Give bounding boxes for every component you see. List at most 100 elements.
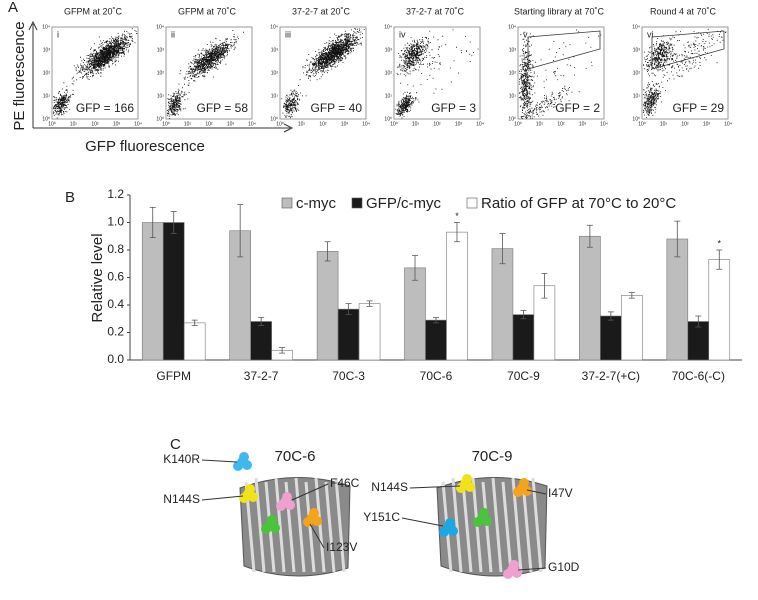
x-tick-label: 10³: [579, 121, 587, 127]
panel-letter: B: [65, 189, 75, 206]
mutation-label: I47V: [548, 486, 573, 500]
residue: [519, 478, 529, 488]
y-tick-label: 10³: [271, 47, 279, 53]
strand: [501, 481, 513, 573]
x-tick-label: 10²: [433, 121, 441, 127]
mutation-label: G10D: [548, 560, 580, 574]
bar: [337, 308, 360, 361]
strand: [324, 481, 336, 573]
residue: [239, 452, 249, 462]
y-tick-label: 10³: [157, 47, 165, 53]
y-tick-label: 10³: [633, 47, 641, 53]
x-tick-label: 10²: [91, 121, 99, 127]
significance: *: [455, 211, 459, 221]
structure-title: 70C-9: [472, 448, 513, 465]
residue: [245, 484, 255, 494]
x-tick-label: 10⁴: [248, 121, 256, 127]
scatter-dots: [281, 28, 365, 119]
mutation-label: N144S: [163, 492, 200, 506]
plot-title: 37-2-7 at 70˚C: [406, 6, 465, 16]
residue: [513, 487, 523, 497]
plot-numeral: vi: [647, 29, 654, 39]
residue: [312, 516, 322, 526]
y-tick-label: 10¹: [43, 93, 51, 99]
y-tick-label: 0.6: [107, 270, 124, 284]
residue: [482, 516, 492, 526]
y-tick-label: 0.4: [107, 297, 124, 311]
x-tick-label: 10⁰: [390, 121, 398, 127]
plot-frame: [165, 26, 253, 120]
bar: [183, 322, 206, 361]
y-tick-label: 10²: [271, 70, 279, 76]
residue: [285, 500, 295, 510]
arrow-head: [283, 123, 294, 133]
scatter-dots: [52, 28, 138, 119]
strand: [294, 477, 306, 573]
y-tick-label: 0.0: [107, 352, 124, 366]
residue: [512, 568, 522, 578]
bar: [491, 248, 514, 361]
bar: [600, 315, 622, 361]
gfp-value: GFP = 2: [555, 101, 600, 115]
error-bar: [453, 222, 460, 243]
bar: [358, 303, 381, 361]
plot-frame: [51, 26, 139, 120]
y-tick-label: 10⁰: [42, 116, 50, 122]
x-tick-label: 10²: [681, 121, 689, 127]
error-bar: [674, 220, 681, 258]
gfp-value: GFP = 166: [76, 101, 134, 115]
x-tick-label: 10⁴: [362, 121, 370, 127]
legend-swatch: [466, 197, 478, 209]
plot-title: Round 4 at 70˚C: [650, 6, 717, 16]
residue: [439, 527, 449, 537]
bar: [708, 259, 731, 361]
scatter-dots: [167, 30, 244, 119]
leader: [401, 517, 444, 527]
leader: [526, 489, 547, 495]
residue: [462, 474, 472, 484]
residue: [248, 492, 258, 502]
y-tick-label: 10⁰: [632, 116, 640, 122]
panel-c: 70C-6 K140R N144S F46C I123V 70C-9 N144S I47V Y1…: [163, 448, 580, 579]
x-axis-label: GFP fluorescence: [85, 138, 205, 155]
strand: [254, 477, 266, 573]
x-tick-label: 10¹: [70, 121, 78, 127]
x-tick-label: 10³: [341, 121, 349, 127]
gate: [651, 30, 725, 70]
y-tick-label: 10³: [509, 47, 517, 53]
mutation-label: N144S: [371, 480, 408, 494]
error-bar: [170, 211, 177, 234]
y-tick-label: 10⁰: [384, 116, 392, 122]
gfp-value: GFP = 40: [311, 101, 363, 115]
x-tick-label: 10³: [703, 121, 711, 127]
x-tick-label: GFPM: [156, 369, 191, 383]
bar: [446, 231, 468, 361]
y-axis-label: Relative level: [89, 233, 106, 322]
x-tick-label: 10¹: [536, 121, 544, 127]
error-bar: [716, 249, 723, 270]
error-bar: [258, 316, 265, 327]
error-bar: [345, 303, 352, 316]
error-bar: [324, 241, 331, 262]
residue: [445, 518, 455, 528]
residue: [509, 560, 519, 570]
x-tick-label: 70C-6(-C): [672, 369, 725, 383]
error-bar: [520, 310, 527, 320]
bar: [621, 295, 643, 361]
residue: [239, 493, 249, 503]
bar: [141, 222, 164, 361]
strand: [461, 481, 473, 573]
y-tick-label: 1.0: [107, 215, 124, 229]
bar: [425, 319, 447, 361]
y-tick-label: 10⁰: [270, 116, 278, 122]
plot-title: 37-2-7 at 20˚C: [292, 6, 351, 16]
legend-label: Ratio of GFP at 70°C to 20°C: [481, 195, 676, 212]
error-bar: [412, 255, 419, 281]
bar: [512, 314, 535, 361]
residue: [522, 486, 532, 496]
bar: [250, 321, 272, 361]
x-tick-label: 10³: [113, 121, 121, 127]
strand: [531, 477, 543, 573]
error-bar: [237, 204, 244, 258]
plot-numeral: ii: [171, 29, 175, 39]
